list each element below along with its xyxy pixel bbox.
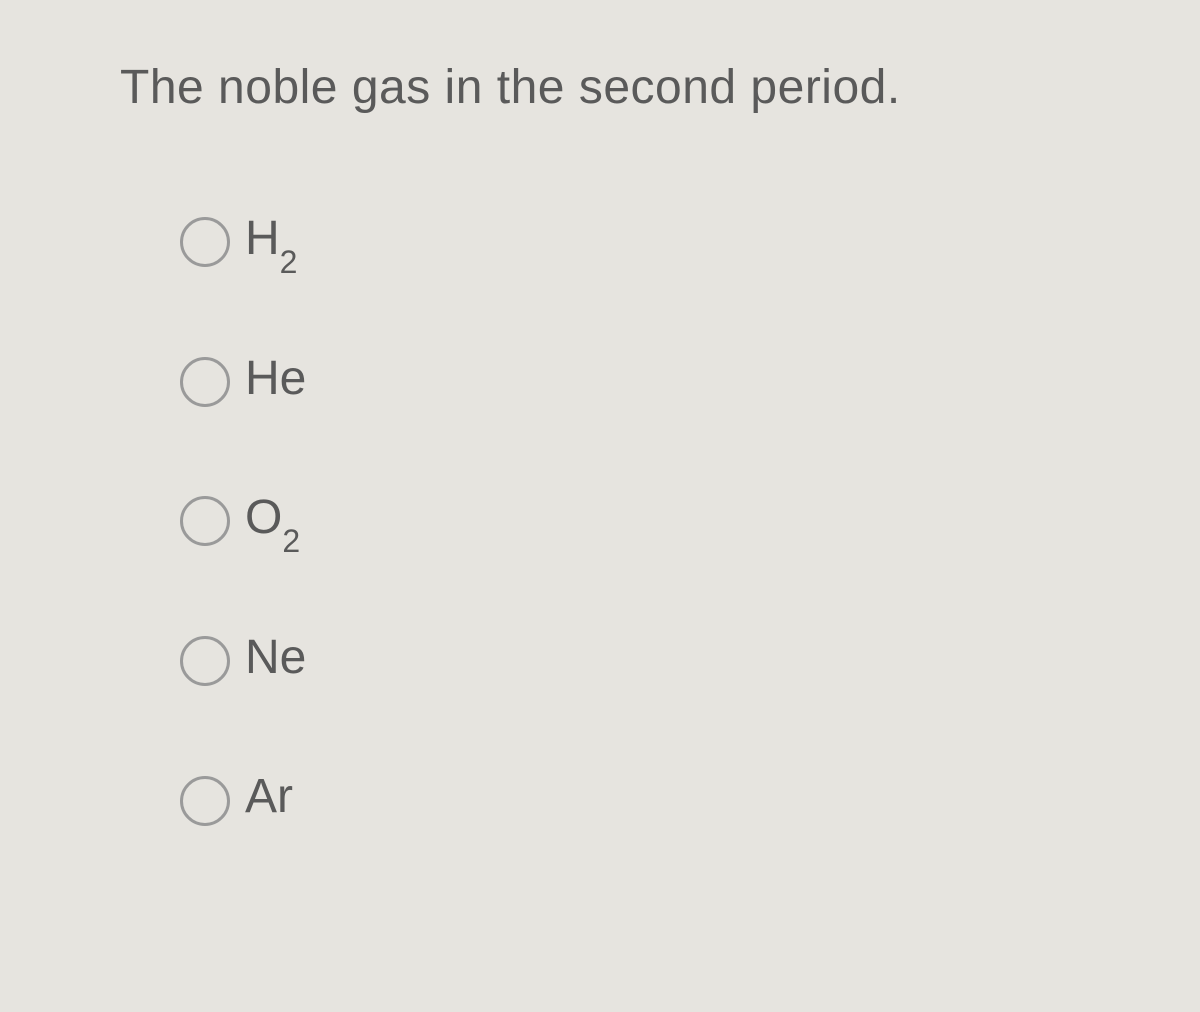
- option-text: O: [245, 491, 282, 544]
- radio-button-ar[interactable]: [180, 776, 230, 826]
- options-container: H2 He O2 Ne Ar: [120, 215, 1080, 828]
- option-text: H: [245, 212, 280, 265]
- option-row[interactable]: Ne: [180, 634, 1080, 689]
- option-row[interactable]: O2: [180, 494, 1080, 549]
- question-text: The noble gas in the second period.: [120, 60, 1080, 115]
- option-label-h2: H2: [245, 215, 297, 270]
- option-subscript: 2: [280, 244, 298, 280]
- option-text: Ne: [245, 631, 306, 684]
- option-text: Ar: [245, 770, 293, 823]
- option-subscript: 2: [282, 523, 300, 559]
- option-row[interactable]: H2: [180, 215, 1080, 270]
- option-text: He: [245, 352, 306, 405]
- radio-button-ne[interactable]: [180, 636, 230, 686]
- option-row[interactable]: Ar: [180, 773, 1080, 828]
- option-label-ne: Ne: [245, 634, 306, 689]
- radio-button-o2[interactable]: [180, 496, 230, 546]
- radio-button-he[interactable]: [180, 357, 230, 407]
- option-label-o2: O2: [245, 494, 300, 549]
- option-label-ar: Ar: [245, 773, 293, 828]
- option-row[interactable]: He: [180, 355, 1080, 410]
- radio-button-h2[interactable]: [180, 217, 230, 267]
- option-label-he: He: [245, 355, 306, 410]
